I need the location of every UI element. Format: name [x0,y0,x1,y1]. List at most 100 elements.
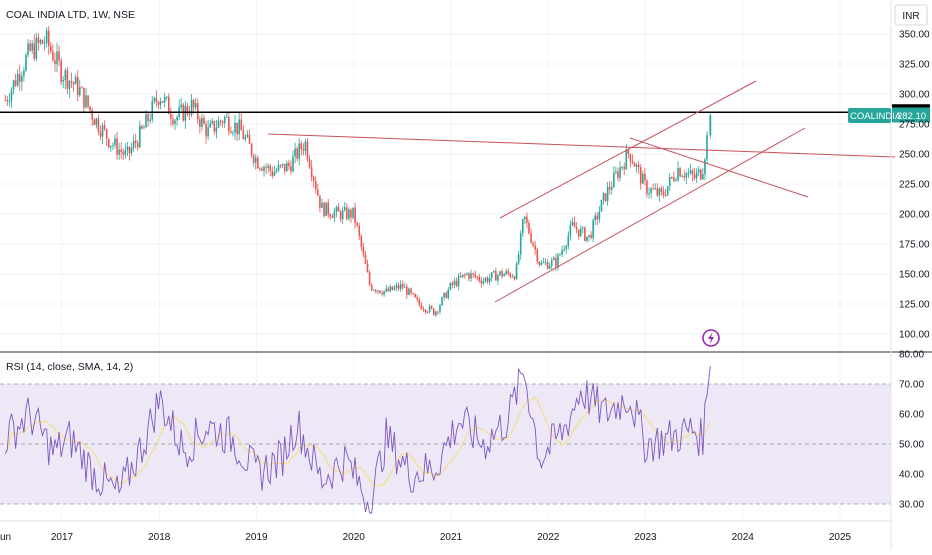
candle-body [91,110,94,120]
time-axis: un 2017 2018 2019 2020 2021 2022 2023 2024 2025 [0,532,852,543]
candle-body [165,96,168,98]
candle-body [401,284,404,288]
candle-body [201,117,203,127]
candle-body [586,236,588,241]
candle-body [74,76,77,85]
candle-body [387,288,390,292]
candle-body [451,282,454,285]
candle-body [629,153,632,162]
candle-body [68,80,71,89]
candle-body [116,138,118,155]
candle-body [443,292,445,298]
rsi-title: RSI (14, close, SMA, 14, 2) [6,361,133,373]
candle-body [132,140,135,148]
candle-body [584,227,586,241]
candle-body [257,158,259,169]
time-tick-label: 2024 [732,532,755,543]
candle-body [8,100,11,102]
candle-body [184,106,187,121]
candle-body [372,289,375,291]
candle-body [213,120,216,132]
candle-body [403,286,406,288]
candle-body [637,164,640,168]
candle-body [232,132,234,134]
candle-body [412,292,414,294]
candle-body [143,127,145,129]
candle-body [600,199,603,212]
candle-body [569,225,572,236]
candle-body [559,254,561,256]
rsi-tick-label: 70.00 [899,380,924,391]
candle-body [107,138,110,148]
candle-body [228,116,230,132]
candle-body [188,113,191,115]
candle-body [325,202,327,217]
candle-body [368,272,371,285]
candle-body [608,186,611,190]
candle-body [517,254,520,264]
candle-body [685,173,688,178]
candle-body [428,306,431,312]
candle-body [602,193,605,200]
candle-body [16,74,19,86]
candle-body [468,273,470,279]
candle-body [610,187,613,190]
candle-body [60,60,62,82]
candle-body [234,122,236,133]
candle-body [217,120,220,128]
candle-body [648,193,650,195]
price-tick-label: 250.00 [899,150,930,161]
trendline [494,127,806,303]
time-tick-label: 2022 [537,532,560,543]
candle-body [563,249,565,251]
candle-body [575,227,578,230]
candle-body [145,114,147,128]
candle-body [534,245,536,250]
candle-body [141,125,143,129]
candle-body [582,227,584,229]
candle-body [432,308,435,316]
candle-body [399,284,402,289]
candle-body [457,275,460,287]
candle-body [196,103,199,120]
candle-body [58,51,60,61]
candle-body [95,118,98,126]
candle-body [590,234,592,239]
currency-button[interactable] [894,4,928,26]
candle-body [521,218,524,234]
candle-body [453,280,456,285]
candle-body [503,274,505,277]
candle-body [277,165,280,171]
candle-body [519,233,522,255]
flash-icon[interactable] [702,329,720,347]
candle-body [501,271,503,277]
candle-body [118,149,120,155]
candle-body [515,263,518,280]
candle-body [153,98,156,102]
candle-body [606,186,609,202]
candle-body [337,207,340,212]
price-tick-label: 150.00 [899,270,930,281]
candle-body [41,40,44,44]
candle-body [329,214,332,217]
candle-body [573,222,576,228]
candle-body [381,292,383,295]
candle-body [470,273,472,279]
candle-body [62,80,65,82]
candle-body [163,96,166,103]
candle-body [652,188,654,190]
candle-body [536,249,539,262]
candle-body [480,280,483,284]
candle-body [93,119,96,126]
candle-body [488,278,491,282]
candle-body [430,306,433,309]
candle-body [397,285,400,289]
ticker-badge [848,108,891,123]
candle-body [461,274,464,277]
candle-body [66,70,69,89]
candle-body [230,131,232,133]
rsi-line [4,365,711,514]
candle-body [619,167,621,178]
